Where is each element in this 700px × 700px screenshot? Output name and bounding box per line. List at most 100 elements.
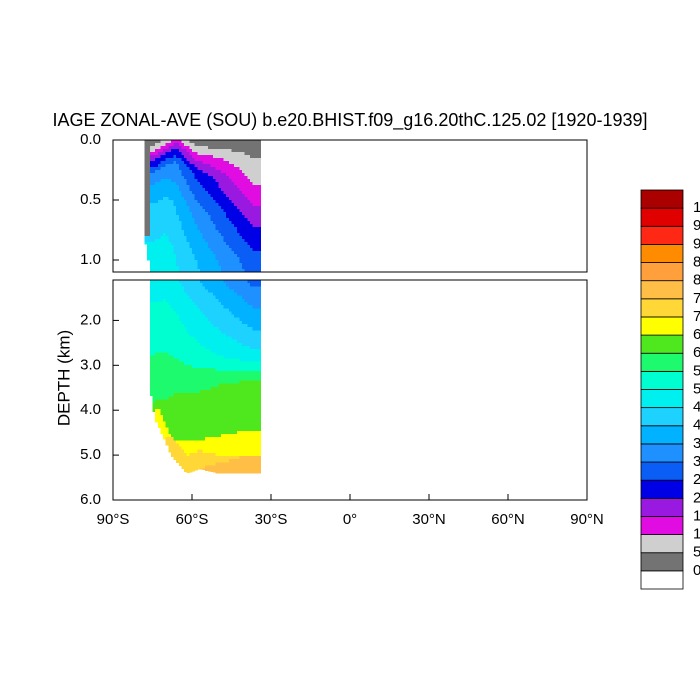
contour-cell: [210, 399, 214, 404]
contour-cell: [202, 251, 206, 255]
contour-cell: [234, 191, 238, 195]
contour-cell: [218, 248, 222, 252]
contour-cell: [236, 440, 240, 445]
contour-cell: [160, 418, 164, 423]
contour-cell: [192, 200, 196, 204]
contour-cell: [176, 308, 180, 313]
contour-cell: [234, 305, 238, 309]
contour-cell: [218, 412, 222, 416]
contour-cell: [228, 383, 233, 388]
contour-cell: [218, 182, 222, 186]
contour-cell: [168, 386, 172, 391]
contour-cell: [231, 209, 235, 213]
contour-cell: [213, 260, 217, 264]
contour-cell: [163, 206, 167, 210]
contour-cell: [231, 386, 235, 391]
contour-cell: [157, 155, 161, 159]
contour-cell: [178, 221, 183, 225]
contour-cell: [199, 242, 204, 246]
contour-cell: [194, 167, 198, 171]
contour-cell: [176, 179, 180, 183]
contour-cell: [231, 324, 235, 328]
contour-cell: [215, 440, 219, 445]
contour-cell: [231, 212, 235, 216]
contour-cell: [252, 302, 256, 306]
colorbar-box: [640, 225, 684, 245]
contour-cell: [192, 146, 196, 150]
contour-cell: [184, 336, 188, 341]
contour-cell: [189, 194, 193, 198]
contour-cell: [189, 402, 193, 407]
contour-cell: [197, 203, 201, 207]
contour-cell: [163, 412, 167, 416]
contour-cell: [252, 396, 256, 401]
contour-cell: [168, 155, 172, 159]
contour-cell: [168, 143, 172, 147]
contour-cell: [239, 308, 243, 313]
contour-cell: [226, 173, 230, 177]
contour-cell: [210, 295, 214, 300]
contour-cell: [242, 224, 246, 228]
contour-cell: [202, 430, 206, 435]
contour-cell: [236, 361, 240, 366]
contour-cell: [173, 361, 177, 366]
contour-cell: [218, 269, 222, 273]
contour-cell: [210, 415, 214, 419]
contour-cell: [181, 140, 185, 144]
contour-cell: [186, 194, 190, 198]
contour-cell: [186, 305, 190, 309]
contour-cell: [149, 218, 154, 222]
contour-cell: [197, 173, 201, 177]
contour-cell: [197, 182, 201, 186]
contour-cell: [144, 239, 148, 243]
contour-cell: [252, 161, 256, 165]
contour-cell: [157, 209, 161, 213]
contour-cell: [218, 440, 222, 445]
contour-cell: [194, 173, 198, 177]
contour-cell: [220, 424, 225, 429]
contour-cell: [157, 140, 161, 144]
contour-cell: [163, 430, 167, 435]
contour-cell: [236, 471, 240, 474]
contour-cell: [184, 188, 188, 192]
contour-cell: [199, 254, 204, 258]
contour-cell: [205, 191, 209, 195]
colorbar-box: [640, 552, 684, 572]
contour-cell: [247, 286, 251, 291]
contour-cell: [228, 399, 233, 404]
contour-cell: [192, 158, 196, 162]
contour-cell: [149, 143, 154, 147]
contour-cell: [231, 415, 235, 419]
contour-cell: [173, 305, 177, 309]
contour-cell: [228, 239, 233, 243]
contour-cell: [184, 167, 188, 171]
contour-cell: [215, 371, 219, 375]
contour-cell: [213, 221, 217, 225]
contour-cell: [197, 140, 201, 144]
contour-cell: [223, 320, 227, 325]
contour-cell: [244, 317, 248, 322]
contour-cell: [223, 358, 227, 363]
contour-cell: [247, 443, 251, 448]
contour-cell: [178, 459, 183, 463]
contour-cell: [213, 405, 217, 410]
contour-cell: [252, 266, 256, 270]
contour-cell: [207, 383, 212, 388]
contour-cell: [157, 263, 161, 267]
contour-cell: [165, 155, 169, 159]
contour-cell: [168, 233, 172, 237]
contour-cell: [192, 254, 196, 258]
contour-cell: [223, 203, 227, 207]
contour-cell: [157, 421, 161, 426]
contour-cell: [247, 342, 251, 347]
contour-cell: [244, 371, 248, 375]
contour-cell: [173, 377, 177, 382]
contour-cell: [234, 333, 238, 338]
contour-cell: [215, 254, 219, 258]
contour-cell: [255, 302, 259, 306]
contour-cell: [226, 257, 230, 261]
contour-cell: [205, 221, 209, 225]
contour-cell: [178, 402, 183, 407]
contour-cell: [239, 292, 243, 297]
contour-cell: [234, 330, 238, 335]
